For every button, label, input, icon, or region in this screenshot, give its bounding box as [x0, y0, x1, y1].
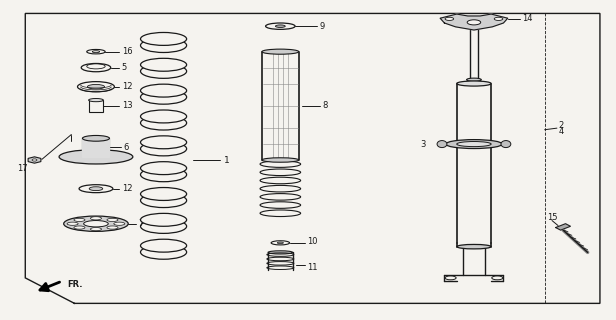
- Ellipse shape: [140, 58, 187, 71]
- Ellipse shape: [140, 32, 187, 45]
- Ellipse shape: [74, 218, 85, 221]
- Ellipse shape: [140, 162, 187, 175]
- Ellipse shape: [83, 135, 110, 141]
- Ellipse shape: [91, 228, 102, 231]
- Text: 3: 3: [420, 140, 425, 148]
- Ellipse shape: [456, 244, 491, 249]
- Ellipse shape: [59, 150, 133, 164]
- Text: 12: 12: [122, 184, 132, 193]
- Ellipse shape: [445, 276, 456, 280]
- Ellipse shape: [466, 78, 481, 81]
- Ellipse shape: [140, 239, 187, 252]
- Polygon shape: [83, 138, 110, 157]
- Text: 10: 10: [307, 237, 318, 246]
- Ellipse shape: [87, 50, 105, 54]
- Ellipse shape: [492, 276, 503, 280]
- Ellipse shape: [494, 17, 503, 20]
- Text: 11: 11: [307, 263, 318, 272]
- Ellipse shape: [89, 187, 103, 191]
- Text: 9: 9: [320, 22, 325, 31]
- Polygon shape: [556, 224, 570, 230]
- Ellipse shape: [265, 23, 295, 29]
- Ellipse shape: [140, 110, 187, 123]
- Ellipse shape: [81, 63, 111, 72]
- Ellipse shape: [140, 213, 187, 226]
- Text: 7: 7: [139, 219, 144, 228]
- Ellipse shape: [437, 140, 447, 148]
- Ellipse shape: [114, 222, 125, 225]
- Ellipse shape: [277, 242, 283, 244]
- Ellipse shape: [262, 158, 299, 162]
- Ellipse shape: [32, 159, 37, 161]
- Ellipse shape: [501, 140, 511, 148]
- Text: 8: 8: [322, 101, 328, 110]
- Ellipse shape: [456, 81, 491, 86]
- Ellipse shape: [140, 84, 187, 97]
- Ellipse shape: [140, 188, 187, 200]
- Text: 6: 6: [123, 143, 128, 152]
- Polygon shape: [28, 157, 41, 163]
- Ellipse shape: [107, 226, 118, 229]
- Bar: [89, 100, 103, 112]
- Ellipse shape: [467, 20, 480, 25]
- Polygon shape: [440, 14, 508, 30]
- Ellipse shape: [91, 217, 102, 220]
- Ellipse shape: [271, 241, 290, 245]
- Ellipse shape: [262, 49, 299, 54]
- Text: 4: 4: [559, 127, 564, 136]
- Ellipse shape: [79, 185, 113, 193]
- Ellipse shape: [456, 141, 491, 147]
- Ellipse shape: [140, 136, 187, 149]
- Ellipse shape: [107, 218, 118, 221]
- Ellipse shape: [84, 220, 108, 227]
- Text: 15: 15: [547, 213, 557, 222]
- Text: FR.: FR.: [67, 280, 83, 289]
- Ellipse shape: [275, 25, 285, 28]
- Ellipse shape: [268, 251, 293, 254]
- Ellipse shape: [445, 17, 453, 20]
- Ellipse shape: [74, 226, 85, 229]
- Text: 17: 17: [17, 164, 28, 173]
- Ellipse shape: [63, 216, 128, 231]
- Ellipse shape: [89, 99, 103, 102]
- Ellipse shape: [87, 84, 105, 89]
- Ellipse shape: [67, 222, 78, 225]
- Text: 2: 2: [559, 121, 564, 131]
- Text: 12: 12: [122, 82, 132, 91]
- Text: 14: 14: [522, 14, 532, 23]
- Text: 13: 13: [122, 101, 132, 110]
- Text: 5: 5: [122, 63, 127, 72]
- Ellipse shape: [78, 82, 115, 92]
- Text: 1: 1: [224, 156, 229, 164]
- Ellipse shape: [445, 140, 502, 148]
- Text: 16: 16: [122, 47, 132, 56]
